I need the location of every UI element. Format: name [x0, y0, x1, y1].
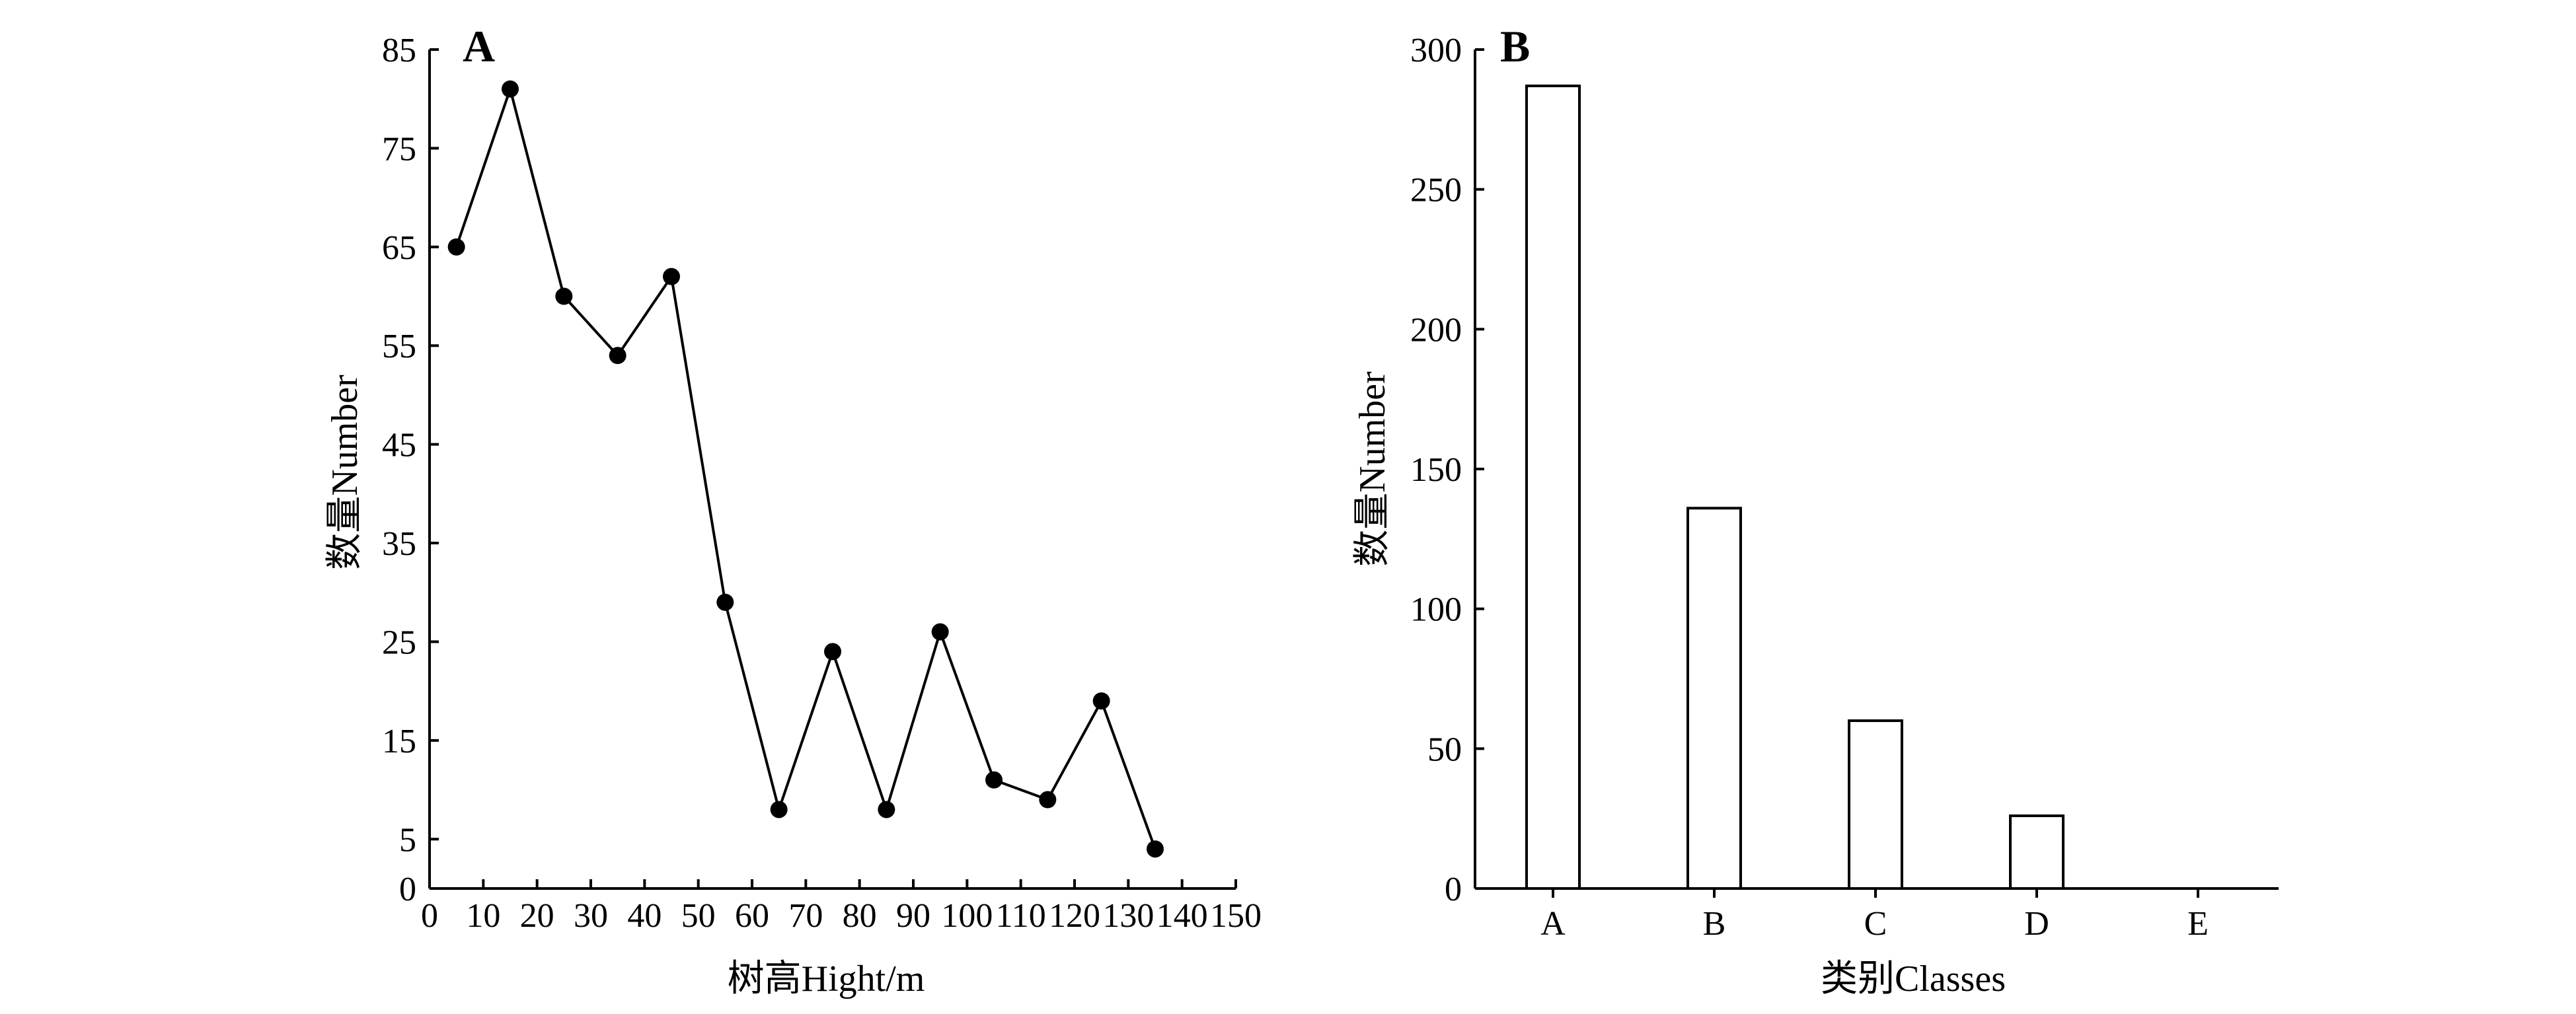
panel-b-bars	[1525, 85, 2065, 890]
panel-a-x-ticks: 0 10 20 30 40 50 60 70 80 90 100 110 120 130 140 150	[421, 879, 1262, 935]
panel-a-x-tick-label: 30	[574, 897, 608, 935]
panel-b-label: B	[1500, 21, 1530, 71]
panel-b-x-axis-title: 类别Classes	[1821, 959, 2006, 999]
panel-a-x-tick-label: 120	[1049, 897, 1100, 935]
panel-a-x-tick-label: 110	[996, 897, 1046, 935]
panel-b-x-tick-label: A	[1540, 905, 1566, 943]
panel-a-x-tick-label: 20	[520, 897, 554, 935]
panel-a-y-tick-label: 65	[382, 229, 416, 267]
panel-a-point	[502, 80, 519, 98]
panel-a-point	[716, 593, 734, 611]
panel-a-y-tick-label: 35	[382, 525, 416, 563]
panel-b-y-tick-label: 250	[1410, 172, 1462, 209]
panel-a-point	[1039, 791, 1057, 809]
panel-b-bar	[1525, 85, 1581, 890]
panel-a-label: A	[463, 21, 495, 71]
panel-a-x-tick-label: 0	[421, 897, 438, 935]
panel-a-x-axis-title: 树高Hight/m	[728, 959, 925, 999]
panel-b-y-axis-title: 数量Number	[1352, 371, 1393, 567]
panel-a-x-tick-label: 60	[735, 897, 769, 935]
panel-a-x-tick-label: 140	[1156, 897, 1208, 935]
panel-a-y-tick-label: 15	[382, 723, 416, 760]
panel-a-y-tick-label: 45	[382, 427, 416, 464]
panel-a-x-tick-label: 130	[1102, 897, 1154, 935]
panel-a-y-ticks: 0 5 15 25 35 45 55 65 75 85	[382, 32, 439, 908]
panel-a-point	[931, 623, 949, 641]
panel-a-point	[985, 771, 1003, 789]
panel-b-y-tick-label: 150	[1410, 451, 1462, 489]
panel-b-x-tick-label: C	[1864, 905, 1887, 943]
panel-b-y-tick-label: 50	[1427, 731, 1462, 768]
panel-a-x-tick-label: 50	[681, 897, 716, 935]
panel-b-bar-chart: B 0 50 100 150 200 250 300 A B C D E 类别Classes 数量N…	[1352, 21, 2279, 999]
panel-a-point	[878, 801, 895, 818]
panel-b-bar	[1848, 719, 1903, 890]
panel-b-x-tick-label: D	[2024, 905, 2049, 943]
panel-a-points	[447, 80, 1164, 858]
panel-a-x-tick-label: 40	[627, 897, 662, 935]
panel-a-y-tick-label: 5	[399, 821, 416, 859]
panel-a-point	[1147, 840, 1164, 858]
panel-a-x-tick-label: 150	[1210, 897, 1262, 935]
panel-b-y-tick-label: 200	[1410, 311, 1462, 349]
panel-b-bar	[2009, 814, 2065, 890]
panel-a-y-tick-label: 55	[382, 328, 416, 365]
panel-a-y-tick-label: 75	[382, 130, 416, 168]
panel-a-point	[447, 238, 465, 256]
panel-b-y-tick-label: 300	[1410, 32, 1462, 69]
panel-a-x-tick-label: 80	[843, 897, 877, 935]
panel-a-point	[609, 347, 626, 365]
panel-a-y-tick-label: 85	[382, 32, 416, 69]
panel-b-x-ticks: A B C D E	[1540, 888, 2209, 943]
panel-b-y-ticks: 0 50 100 150 200 250 300	[1410, 32, 1484, 908]
panel-a-y-axis-title: 数量Number	[324, 375, 365, 570]
panel-a-point	[555, 287, 573, 305]
panel-a-x-tick-label: 10	[466, 897, 500, 935]
panel-a-point	[770, 801, 788, 818]
panel-a-x-tick-label: 90	[896, 897, 930, 935]
panel-b-bar	[1686, 507, 1742, 890]
panel-b-x-tick-label: B	[1703, 905, 1726, 943]
panel-a-x-tick-label: 70	[788, 897, 823, 935]
panel-a-x-tick-label: 100	[941, 897, 993, 935]
panel-a-series-line	[455, 84, 1156, 850]
panel-a-y-tick-label: 0	[399, 871, 416, 908]
panel-a-y-tick-label: 25	[382, 624, 416, 661]
panel-b-y-tick-label: 0	[1445, 871, 1462, 908]
panel-b-y-tick-label: 100	[1410, 591, 1462, 629]
panel-b-x-tick-label: E	[2187, 905, 2209, 943]
panel-a-point	[663, 268, 680, 285]
panel-a-point	[824, 643, 841, 661]
panel-a-point	[1092, 692, 1110, 710]
